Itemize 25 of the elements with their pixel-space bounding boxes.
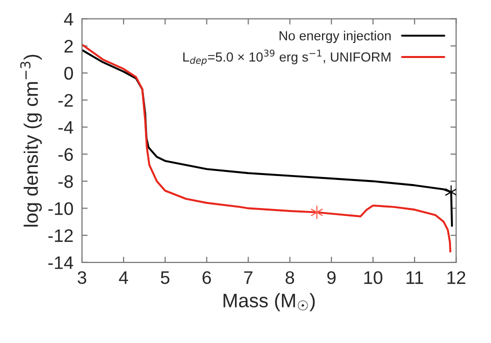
y-tick-label: -8 [58,175,73,188]
x-tick-label: 10 [364,271,382,284]
y-axis-title: log density (g cm$^{−3}$) [20,54,42,227]
x-tick-label: 9 [327,271,336,284]
y-tick-label: -4 [58,121,74,134]
y-tick-label: -2 [58,94,73,107]
y-tick-label: 4 [64,12,74,26]
y-tick-label: -6 [58,148,73,161]
y-tick-label: -12 [48,229,73,242]
x-tick-label: 11 [406,271,424,284]
x-tick-label: 3 [78,271,86,284]
x-axis-title: Mass (M$_{☉}$) [224,293,315,312]
x-tick-label: 4 [118,271,128,284]
legend-label: No energy injection [280,30,391,44]
x-tick-label: 8 [286,271,294,284]
x-tick-label: 7 [244,271,252,284]
line-series [82,44,452,253]
x-tick-label: 6 [202,271,211,284]
y-tick-label: 0 [64,66,73,80]
y-tick-label: -14 [48,256,74,269]
legend-label: L$_{dep}$=5.0 × 10$^{39}$ erg s$^{−1}$, UNIFORM [183,50,390,66]
x-tick-label: 12 [447,271,466,284]
x-tick-label: 5 [160,271,170,284]
y-tick-label: 2 [64,40,73,52]
y-tick-label: -10 [48,202,73,215]
